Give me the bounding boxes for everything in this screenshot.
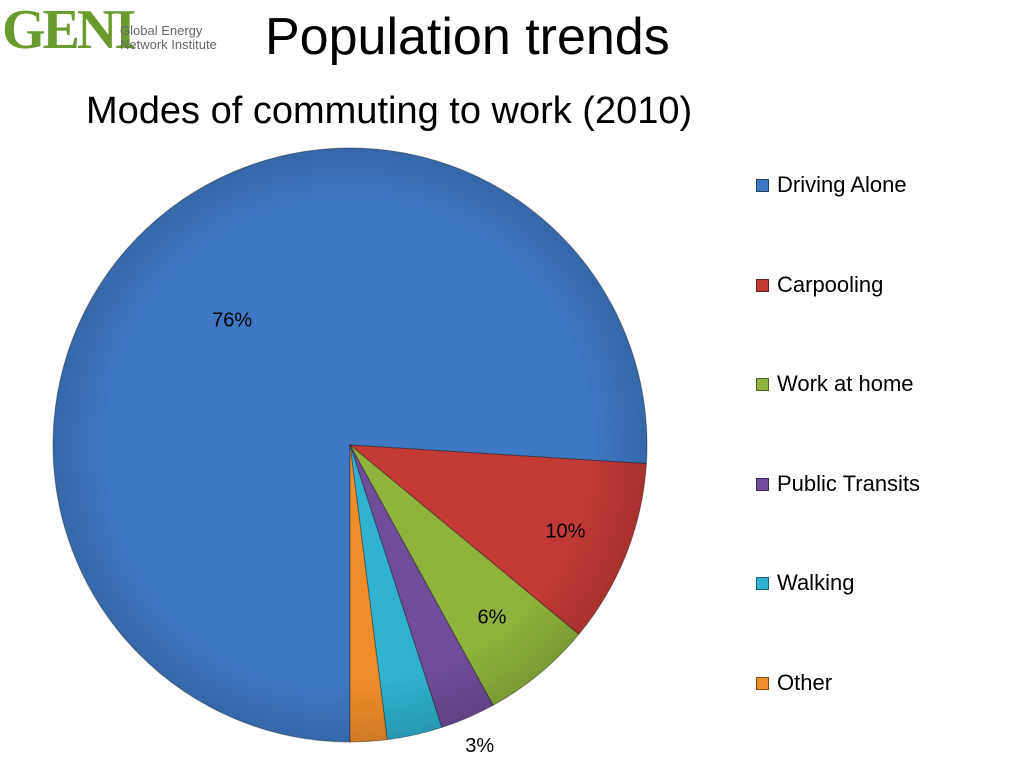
slide-title: Population trends	[265, 8, 670, 66]
data-label-public-transits: 3%	[465, 735, 494, 757]
legend-label: Carpooling	[777, 271, 884, 297]
data-label-walking: 3%	[409, 765, 438, 768]
legend-swatch	[756, 677, 769, 690]
legend-swatch	[756, 179, 769, 192]
pie-data-labels: 76%10%6%3%3%2%	[212, 309, 586, 768]
legend-label: Driving Alone	[777, 172, 907, 197]
data-label-carpooling: 10%	[545, 520, 585, 542]
data-label-driving-alone: 76%	[212, 309, 252, 331]
pie-slices	[52, 147, 648, 743]
legend-swatch	[756, 378, 769, 392]
logo-mark: GENI	[2, 0, 136, 61]
legend-label: Work at home	[777, 371, 914, 397]
legend-label: Public Transits	[777, 470, 921, 496]
data-label-work-at-home: 6%	[478, 607, 507, 629]
legend-swatch	[756, 577, 769, 591]
legend-label: Other	[777, 670, 833, 695]
legend-swatch	[756, 477, 769, 491]
logo-organization-name: Global Energy Network Institute	[120, 23, 217, 52]
legend-swatch	[756, 278, 769, 292]
legend-label: Walking	[777, 570, 855, 596]
chart-subtitle: Modes of commuting to work (2010)	[86, 90, 693, 132]
